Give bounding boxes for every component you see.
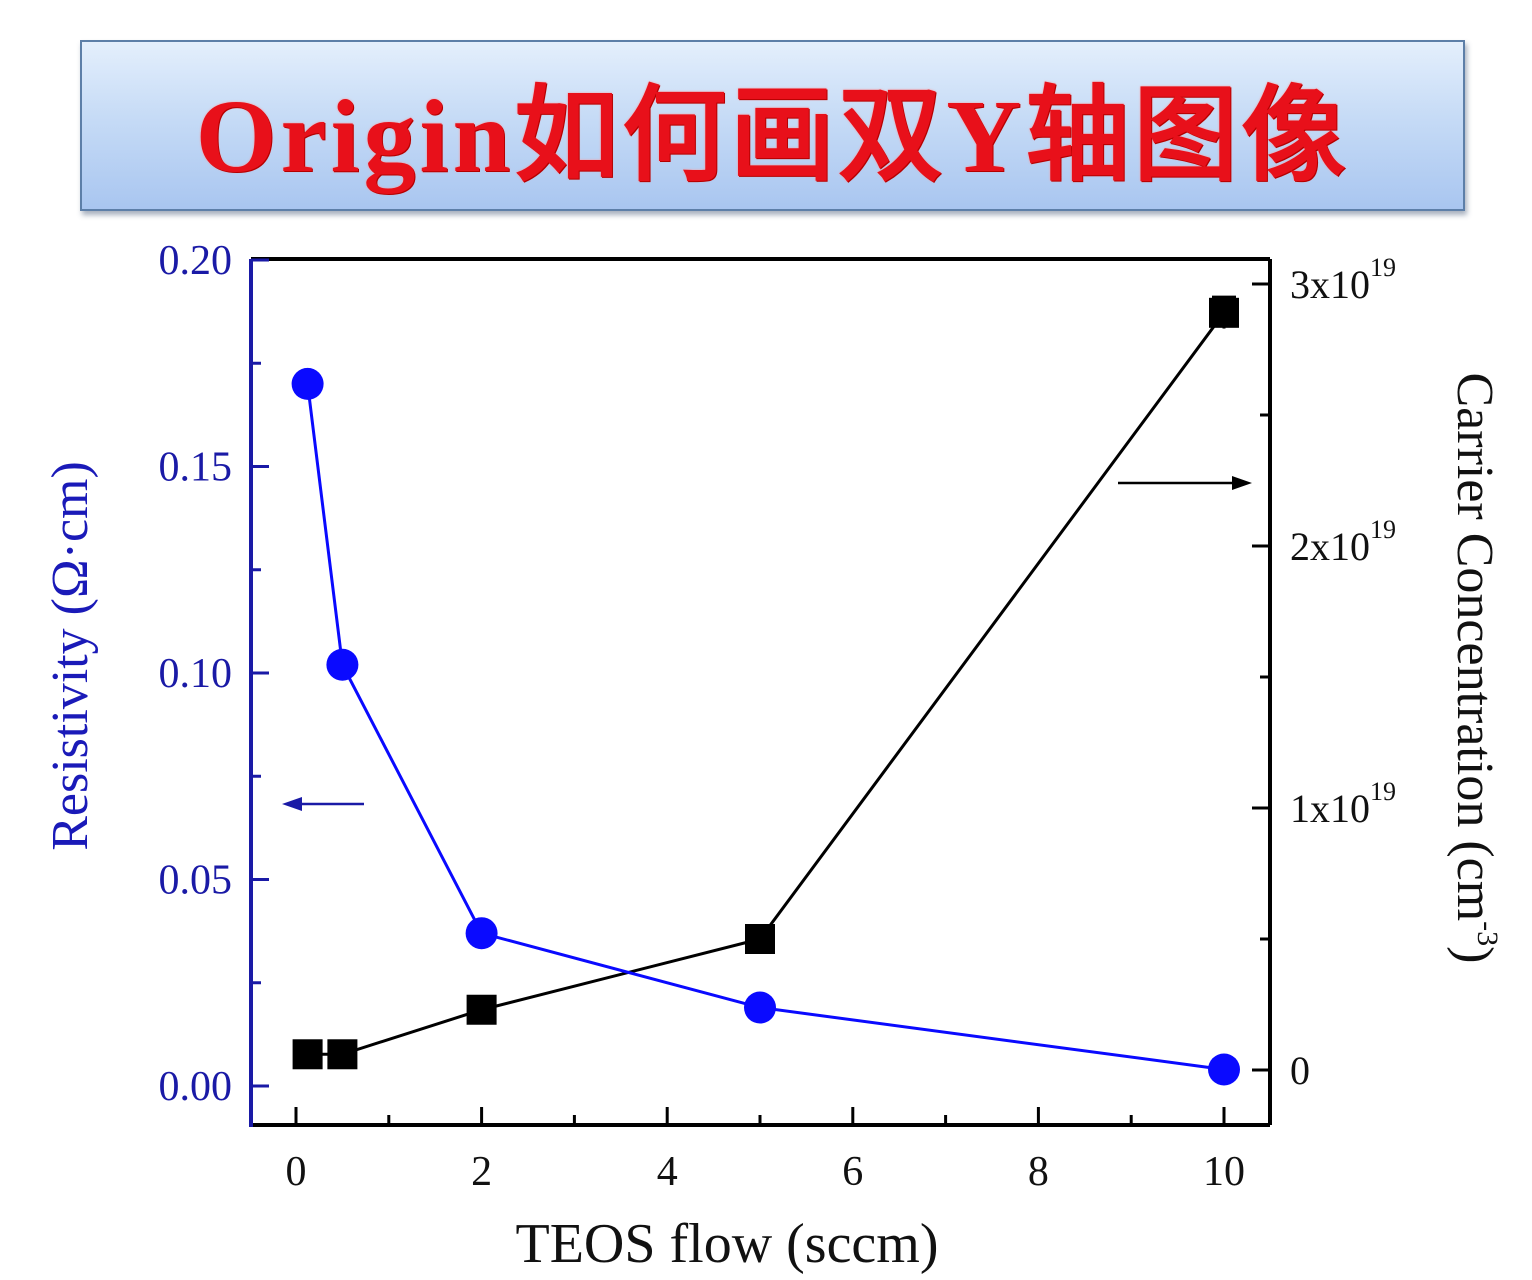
data-point-square	[327, 1039, 358, 1070]
axis-arrows	[282, 476, 1252, 811]
y-left-tick-label: 0.10	[159, 651, 233, 697]
data-point-square	[292, 1039, 323, 1070]
series-line	[306, 383, 1225, 1071]
series-carrier-concentration	[292, 295, 1239, 1070]
x-tick-label: 8	[1028, 1149, 1049, 1195]
data-point-square	[745, 924, 775, 954]
data-point-circle	[465, 917, 498, 950]
series-resistivity	[291, 367, 1240, 1086]
data-point-circle	[291, 367, 324, 400]
data-point-square	[1209, 297, 1239, 328]
x-axis: 0 2 4 6 8 10	[286, 1107, 1245, 1195]
data-point-square	[466, 994, 497, 1025]
y-axis-left-label: Resistivity (Ω·cm)	[42, 461, 99, 851]
x-tick-label: 2	[471, 1149, 492, 1195]
x-tick-label: 10	[1203, 1149, 1245, 1195]
left-arrow-icon	[282, 797, 364, 811]
right-arrow-icon	[1118, 476, 1252, 490]
data-point-circle	[1208, 1053, 1240, 1086]
y-right-tick-label: 0	[1290, 1048, 1310, 1093]
y-axis-right-label: Carrier Concentration (cm-3)	[1446, 373, 1504, 964]
data-point-circle	[326, 648, 359, 681]
y-right-tick-label: 1x1019	[1290, 777, 1396, 831]
title-banner: Origin如何画双Y轴图像	[80, 40, 1465, 211]
y-left-tick-label: 0.05	[159, 858, 233, 904]
data-point-circle	[744, 991, 776, 1024]
y-right-tick-label: 2x1019	[1290, 515, 1396, 569]
y-axis-left-resistivity: 0.00 0.05 0.10 0.15 0.20	[159, 238, 269, 1110]
x-axis-label: TEOS flow (sccm)	[515, 1213, 938, 1275]
y-left-tick-label: 0.15	[159, 445, 233, 491]
y-left-tick-label: 0.20	[159, 238, 233, 284]
x-tick-label: 4	[657, 1149, 678, 1195]
y-right-tick-label: 3x1019	[1290, 253, 1396, 307]
y-left-tick-label: 0.00	[159, 1064, 233, 1110]
x-tick-label: 0	[286, 1149, 307, 1195]
y-axis-right-carrier-concentration: 0 1x1019 2x1019 3x1019	[1252, 253, 1396, 1093]
banner-title: Origin如何画双Y轴图像	[195, 79, 1350, 194]
x-tick-label: 6	[842, 1149, 863, 1195]
y-axis-right-label-text: Carrier Concentration (cm	[1446, 373, 1503, 922]
